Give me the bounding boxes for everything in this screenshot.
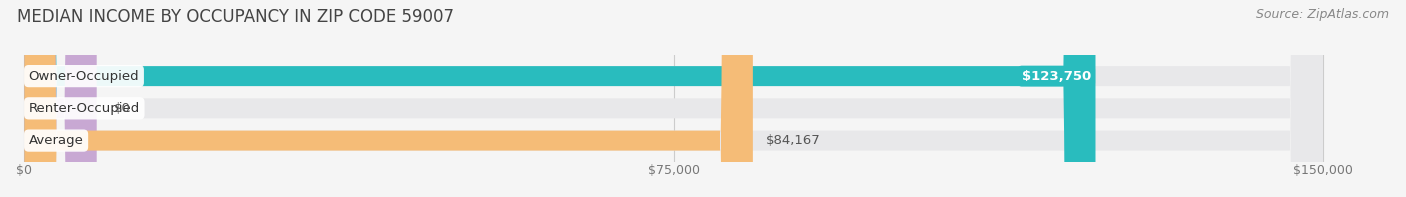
FancyBboxPatch shape — [24, 0, 1323, 197]
Text: MEDIAN INCOME BY OCCUPANCY IN ZIP CODE 59007: MEDIAN INCOME BY OCCUPANCY IN ZIP CODE 5… — [17, 8, 454, 26]
Text: $0: $0 — [114, 102, 131, 115]
Text: Owner-Occupied: Owner-Occupied — [28, 70, 139, 83]
Text: $84,167: $84,167 — [766, 134, 821, 147]
FancyBboxPatch shape — [24, 0, 1323, 197]
Text: Renter-Occupied: Renter-Occupied — [28, 102, 141, 115]
Text: Average: Average — [28, 134, 83, 147]
FancyBboxPatch shape — [24, 0, 1323, 197]
FancyBboxPatch shape — [24, 0, 1095, 197]
FancyBboxPatch shape — [24, 0, 97, 197]
Text: $123,750: $123,750 — [1022, 70, 1091, 83]
FancyBboxPatch shape — [24, 0, 752, 197]
Text: Source: ZipAtlas.com: Source: ZipAtlas.com — [1256, 8, 1389, 21]
